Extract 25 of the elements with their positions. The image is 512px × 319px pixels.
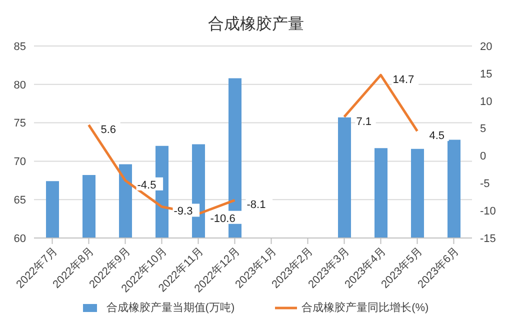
y-tick-label: 80: [14, 79, 26, 92]
y2-tick-label: 10: [480, 96, 492, 108]
y2-tick-label: -10: [480, 205, 496, 218]
y2-tick-label: -15: [480, 232, 496, 245]
data-label: -8.1: [246, 199, 266, 212]
y-tick-label: 65: [14, 194, 26, 207]
y2-tick-label: 5: [480, 123, 486, 136]
y-tick-label: 75: [14, 118, 26, 130]
y-tick-label: 70: [14, 156, 26, 168]
y2-tick-label: 20: [480, 40, 492, 53]
legend-label: 合成橡胶产量同比增长(%): [302, 300, 429, 315]
data-label: 7.1: [356, 116, 372, 128]
y-tick-label: 60: [14, 232, 26, 245]
data-label: 14.7: [392, 74, 414, 86]
data-label: 4.5: [429, 130, 445, 142]
y2-tick-label: 0: [480, 150, 486, 163]
legend-label: 合成橡胶产量当期值(万吨): [106, 300, 235, 315]
data-label: 5.6: [100, 124, 116, 136]
y-tick-label: 85: [14, 40, 26, 53]
data-label: -9.3: [174, 206, 193, 218]
y2-tick-label: -5: [480, 178, 490, 190]
chart-title: 合成橡胶产量: [207, 14, 305, 35]
y2-tick-label: 15: [480, 68, 492, 80]
data-label: -10.6: [210, 212, 236, 225]
data-label: -4.5: [137, 179, 156, 192]
